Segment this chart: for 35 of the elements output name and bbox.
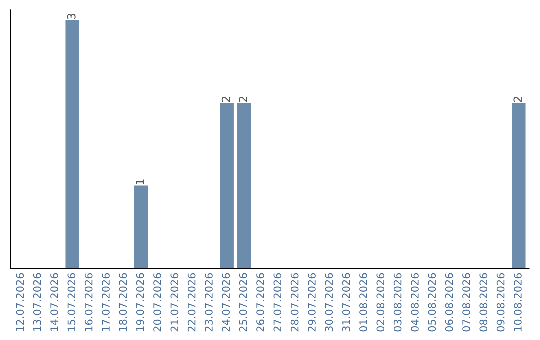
x-tick-label: 30.07.2026 — [325, 273, 334, 332]
x-tick-label: 13.07.2026 — [33, 273, 42, 332]
x-tick-label: 06.08.2026 — [445, 273, 454, 332]
x-tick-label: 05.08.2026 — [428, 273, 436, 332]
x-tick-label: 19.07.2026 — [136, 273, 144, 332]
x-tick-label: 07.08.2026 — [462, 273, 470, 332]
x-tick-label: 31.07.2026 — [342, 273, 350, 332]
x-tick-label: 01.08.2026 — [360, 273, 368, 332]
x-tick-label: 08.08.2026 — [480, 273, 488, 332]
x-tick-label: 03.08.2026 — [394, 273, 402, 332]
x-tick-label: 12.07.2026 — [16, 273, 24, 332]
x-tick-label: 24.07.2026 — [222, 273, 230, 332]
x-tick-label: 22.07.2026 — [188, 273, 196, 332]
x-tick-label: 15.07.2026 — [68, 273, 76, 332]
x-tick-label: 27.07.2026 — [274, 273, 282, 332]
data-label: 2 — [222, 97, 230, 102]
x-tick-label: 04.08.2026 — [411, 273, 419, 332]
x-tick-label: 25.07.2026 — [239, 273, 248, 332]
x-tick-label: 16.07.2026 — [84, 273, 93, 332]
data-label: 1 — [136, 180, 144, 185]
x-tick-label: 02.08.2026 — [376, 273, 385, 332]
x-tick-label: 28.07.2026 — [290, 273, 299, 332]
data-label: 2 — [514, 97, 522, 102]
x-tick-label: 26.07.2026 — [256, 273, 264, 332]
x-tick-label: 23.07.2026 — [205, 273, 213, 332]
x-tick-label: 09.08.2026 — [496, 273, 505, 332]
x-tick-label: 18.07.2026 — [119, 273, 128, 332]
data-label: 2 — [239, 97, 248, 102]
x-tick-label: 21.07.2026 — [170, 273, 179, 332]
data-label: 3 — [67, 14, 76, 20]
x-tick-label: 14.07.2026 — [50, 273, 58, 332]
x-tick-label: 17.07.2026 — [102, 273, 110, 332]
x-tick-label: 10.08.2026 — [514, 273, 522, 332]
x-tick-label: 20.07.2026 — [154, 273, 162, 332]
x-tick-label: 29.07.2026 — [308, 273, 316, 332]
